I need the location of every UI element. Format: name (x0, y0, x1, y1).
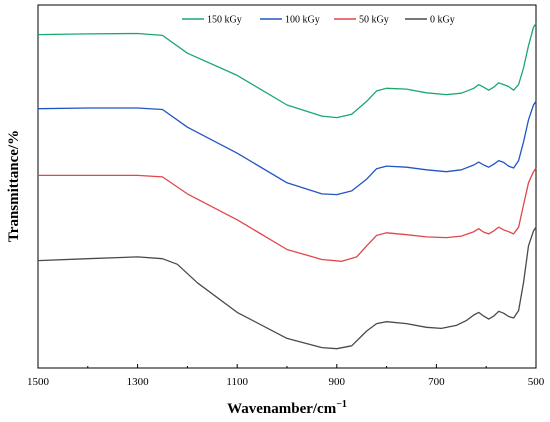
x-tick-label-1100: 1100 (226, 376, 248, 388)
series-line-50-kgy (38, 167, 537, 262)
series-layer (37, 23, 537, 350)
series-line-0-kgy (37, 226, 537, 350)
plot-frame (37, 4, 537, 369)
x-axis: 1500 1300 1100 900 700 500 (27, 364, 545, 388)
x-tick-label-500: 500 (528, 376, 545, 388)
x-axis-title-text: Wavenamber/cm (227, 401, 337, 417)
x-tick-label-1500: 1500 (27, 376, 50, 388)
x-axis-title-superscript: −1 (336, 399, 347, 410)
legend: 150 kGy 100 kGy 50 kGy 0 kGy (182, 15, 455, 26)
x-tick-label-1300: 1300 (127, 376, 150, 388)
series-line-100-kgy (37, 100, 537, 196)
x-axis-title: Wavenamber/cm−1 (227, 399, 347, 417)
legend-label-100-kgy: 100 kGy (285, 15, 320, 26)
legend-label-0-kgy: 0 kGy (430, 15, 455, 26)
legend-label-50-kgy: 50 kGy (359, 15, 389, 26)
y-axis-title: Transmittance/% (6, 130, 22, 242)
x-tick-label-900: 900 (329, 376, 346, 388)
x-tick-label-700: 700 (428, 376, 445, 388)
legend-label-150-kgy: 150 kGy (207, 15, 242, 26)
series-line-150-kgy (37, 23, 537, 119)
